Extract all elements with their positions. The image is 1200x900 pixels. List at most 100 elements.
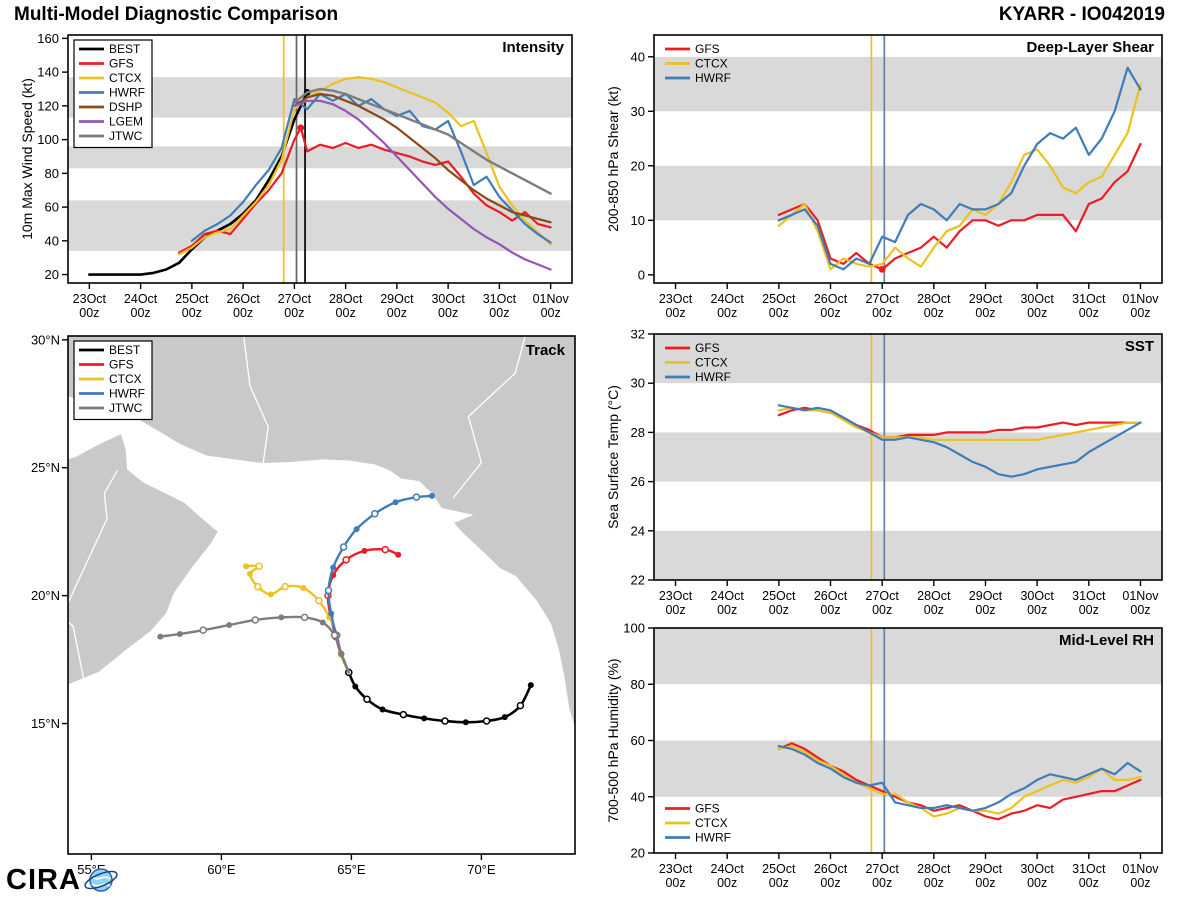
- svg-text:HWRF: HWRF: [695, 831, 731, 845]
- svg-text:00z: 00z: [336, 306, 356, 320]
- svg-text:01Nov: 01Nov: [533, 292, 570, 306]
- svg-text:00z: 00z: [233, 306, 253, 320]
- svg-text:00z: 00z: [924, 876, 944, 890]
- svg-text:GFS: GFS: [695, 341, 720, 355]
- svg-text:160: 160: [37, 31, 59, 46]
- svg-text:25Oct: 25Oct: [762, 589, 796, 603]
- shade-band: [654, 628, 1162, 685]
- svg-text:LGEM: LGEM: [109, 115, 143, 129]
- svg-text:00z: 00z: [975, 876, 995, 890]
- svg-text:30Oct: 30Oct: [1020, 292, 1054, 306]
- plot-frame: [653, 34, 1163, 284]
- country-border: [68, 621, 85, 679]
- svg-text:00z: 00z: [79, 306, 99, 320]
- storm-id: KYARR - IO042019: [998, 4, 1165, 25]
- shear-chart: 01020304023Oct00z24Oct00z25Oct00z26Oct00…: [605, 34, 1163, 320]
- svg-text:10m Max Wind Speed (kt): 10m Max Wind Speed (kt): [19, 78, 35, 240]
- svg-text:28Oct: 28Oct: [917, 292, 951, 306]
- svg-text:20: 20: [631, 158, 645, 173]
- svg-text:80: 80: [631, 677, 645, 692]
- svg-text:70°E: 70°E: [467, 862, 496, 877]
- svg-text:CTCX: CTCX: [695, 816, 728, 830]
- series-ctcx: [777, 406, 1142, 441]
- shade-band: [654, 740, 1162, 797]
- track-point: [278, 614, 285, 621]
- svg-text:00z: 00z: [489, 306, 509, 320]
- rh-chart: 2040608010023Oct00z24Oct00z25Oct00z26Oct…: [605, 621, 1163, 890]
- chart-sst: 22242628303223Oct00z24Oct00z25Oct00z26Oc…: [605, 330, 1163, 617]
- svg-text:00z: 00z: [1027, 603, 1047, 617]
- series-dshp: [293, 92, 552, 224]
- track-point: [176, 631, 183, 638]
- svg-text:00z: 00z: [1079, 603, 1099, 617]
- svg-text:100: 100: [37, 132, 59, 147]
- shade-band: [654, 432, 1162, 482]
- svg-text:23Oct: 23Oct: [659, 292, 693, 306]
- series-hwrf: [777, 745, 1142, 812]
- track-point-open: [255, 562, 263, 570]
- svg-text:GFS: GFS: [109, 358, 134, 372]
- svg-text:31Oct: 31Oct: [1072, 862, 1106, 876]
- svg-text:GFS: GFS: [695, 802, 720, 816]
- svg-text:27Oct: 27Oct: [865, 862, 899, 876]
- country-border: [68, 469, 118, 605]
- svg-text:00z: 00z: [975, 603, 995, 617]
- chart-track-map: 55°E 60°E 65°E 70°E30°N25°N20°N15°NTrackBES…: [31, 332, 576, 877]
- track-point-open: [381, 545, 389, 554]
- svg-text:Sea Surface Temp (°C): Sea Surface Temp (°C): [605, 385, 621, 529]
- plot-frame: [653, 333, 1163, 581]
- svg-text:30: 30: [631, 376, 645, 391]
- svg-text:26Oct: 26Oct: [814, 862, 848, 876]
- svg-text:00z: 00z: [1079, 876, 1099, 890]
- country-border: [243, 336, 269, 464]
- svg-text:00z: 00z: [872, 306, 892, 320]
- svg-text:29Oct: 29Oct: [969, 589, 1003, 603]
- svg-text:CTCX: CTCX: [695, 57, 728, 71]
- svg-text:60°E: 60°E: [207, 862, 236, 877]
- svg-text:GFS: GFS: [109, 57, 134, 71]
- svg-text:Deep-Layer Shear: Deep-Layer Shear: [1026, 39, 1154, 56]
- track-point-open: [516, 701, 525, 710]
- shade-band: [654, 56, 1162, 112]
- track-point: [361, 547, 368, 554]
- svg-text:29Oct: 29Oct: [969, 862, 1003, 876]
- svg-text:00z: 00z: [1027, 306, 1047, 320]
- svg-text:00z: 00z: [1130, 603, 1150, 617]
- track-point-open: [281, 582, 289, 591]
- shade-band: [654, 334, 1162, 384]
- svg-text:80: 80: [45, 166, 59, 181]
- track-point-open: [342, 556, 350, 564]
- svg-text:40: 40: [45, 233, 59, 248]
- svg-text:00z: 00z: [387, 306, 407, 320]
- svg-text:140: 140: [37, 65, 59, 80]
- svg-text:27Oct: 27Oct: [865, 589, 899, 603]
- svg-text:28Oct: 28Oct: [329, 292, 363, 306]
- svg-text:31Oct: 31Oct: [1072, 292, 1106, 306]
- svg-text:40: 40: [631, 49, 645, 64]
- svg-text:26Oct: 26Oct: [226, 292, 260, 306]
- series-marker: [297, 124, 305, 132]
- chart-intensity: 2040608010012014016023Oct00z24Oct00z25Oc…: [19, 31, 573, 320]
- track-point-open: [324, 586, 333, 595]
- svg-text:00z: 00z: [820, 306, 840, 320]
- track-point-open: [363, 695, 371, 703]
- svg-text:20: 20: [631, 846, 645, 861]
- svg-text:HWRF: HWRF: [695, 71, 731, 85]
- track-point: [379, 706, 386, 713]
- svg-text:26: 26: [631, 474, 645, 489]
- svg-text:00z: 00z: [872, 603, 892, 617]
- svg-text:00z: 00z: [924, 306, 944, 320]
- svg-text:00z: 00z: [769, 876, 789, 890]
- svg-text:28: 28: [631, 425, 645, 440]
- svg-text:25Oct: 25Oct: [762, 292, 796, 306]
- cira-logo-text: CIRA: [6, 864, 81, 896]
- track-point-open: [441, 717, 449, 725]
- svg-text:JTWC: JTWC: [109, 129, 143, 143]
- svg-text:HWRF: HWRF: [109, 86, 145, 100]
- svg-text:CTCX: CTCX: [109, 71, 142, 85]
- svg-text:Track: Track: [526, 342, 566, 359]
- svg-text:15°N: 15°N: [31, 716, 60, 731]
- track-point: [462, 719, 469, 726]
- header: Multi-Model Diagnostic Comparison KYARR …: [0, 0, 1200, 28]
- track-point: [395, 551, 402, 558]
